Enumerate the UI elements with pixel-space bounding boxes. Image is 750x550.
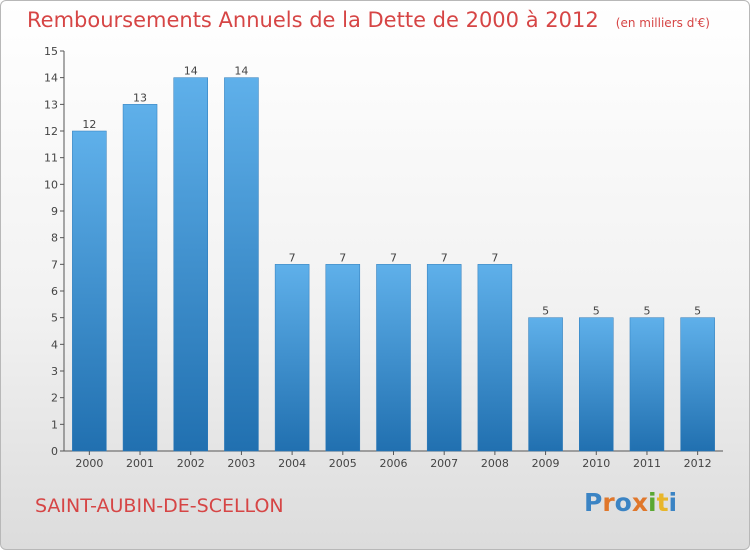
bar-2011 [629,317,665,452]
y-tick-label: 3 [51,365,58,378]
y-tick-label: 7 [51,258,58,271]
x-tick-label: 2005 [329,457,357,470]
x-tick-label: 2009 [532,457,560,470]
y-tick-label: 10 [44,178,58,191]
chart-bars [72,77,715,452]
bar-value-label: 7 [441,251,448,264]
x-tick-label: 2010 [582,457,610,470]
bar-2000 [72,130,107,452]
logo-letter: t [656,488,669,517]
y-tick-label: 2 [51,392,58,405]
bar-2012 [680,317,715,452]
bar-2007 [426,264,462,452]
x-tick-label: 2008 [481,457,509,470]
bar-value-label: 12 [82,118,96,131]
y-tick-label: 11 [44,152,58,165]
commune-name: SAINT-AUBIN-DE-SCELLON [35,495,284,517]
bar-2005 [325,264,361,452]
bar-2010 [579,317,614,452]
bar-2009 [528,317,563,452]
bar-value-label: 7 [339,251,346,264]
y-tick-label: 6 [51,285,58,298]
x-tick-label: 2004 [278,457,306,470]
logo-letter: i [668,488,678,517]
bar-2003 [224,77,259,452]
bar-value-label: 5 [694,305,701,318]
bar-value-label: 14 [234,65,248,78]
proxiti-logo: Proxiti [584,488,677,517]
bar-2001 [122,104,158,452]
y-tick-label: 0 [51,445,58,458]
bar-value-label: 13 [133,91,147,104]
bar-2008 [477,264,513,452]
x-tick-label: 2011 [633,457,661,470]
bar-2006 [376,264,411,452]
y-tick-label: 12 [44,125,58,138]
bar-2002 [173,77,208,452]
chart-unit-label: (en milliers d'€) [615,16,710,30]
bar-value-label: 7 [491,251,498,264]
logo-letter: P [584,488,603,517]
bar-value-label: 7 [390,251,397,264]
y-tick-label: 9 [51,205,58,218]
bar-value-label: 5 [542,305,549,318]
y-tick-label: 14 [44,72,58,85]
logo-letter: i [648,488,657,517]
y-tick-label: 5 [51,312,58,325]
logo-letter: r [602,488,615,517]
x-tick-label: 2003 [227,457,255,470]
y-tick-label: 4 [51,338,58,351]
bar-2004 [274,264,310,452]
x-tick-label: 2002 [177,457,205,470]
x-tick-label: 2001 [126,457,154,470]
x-tick-label: 2000 [75,457,103,470]
chart-title-text: Remboursements Annuels de la Dette de 20… [27,8,599,32]
y-tick-label: 1 [51,418,58,431]
chart-labels: 12 2000 13 2001 14 2002 14 2003 7 2004 7 2005 7 2006 7… [75,65,711,470]
bar-value-label: 7 [289,251,296,264]
x-tick-label: 2006 [380,457,408,470]
logo-letter: x [631,488,648,517]
bar-value-label: 5 [593,305,600,318]
bar-value-label: 14 [184,65,198,78]
y-tick-label: 13 [44,98,58,111]
x-tick-label: 2012 [684,457,712,470]
x-tick-label: 2007 [430,457,458,470]
chart-title: Remboursements Annuels de la Dette de 20… [27,8,710,32]
logo-letter: o [614,488,632,517]
y-tick-label: 8 [51,232,58,245]
bar-value-label: 5 [643,305,650,318]
y-tick-label: 15 [44,45,58,58]
